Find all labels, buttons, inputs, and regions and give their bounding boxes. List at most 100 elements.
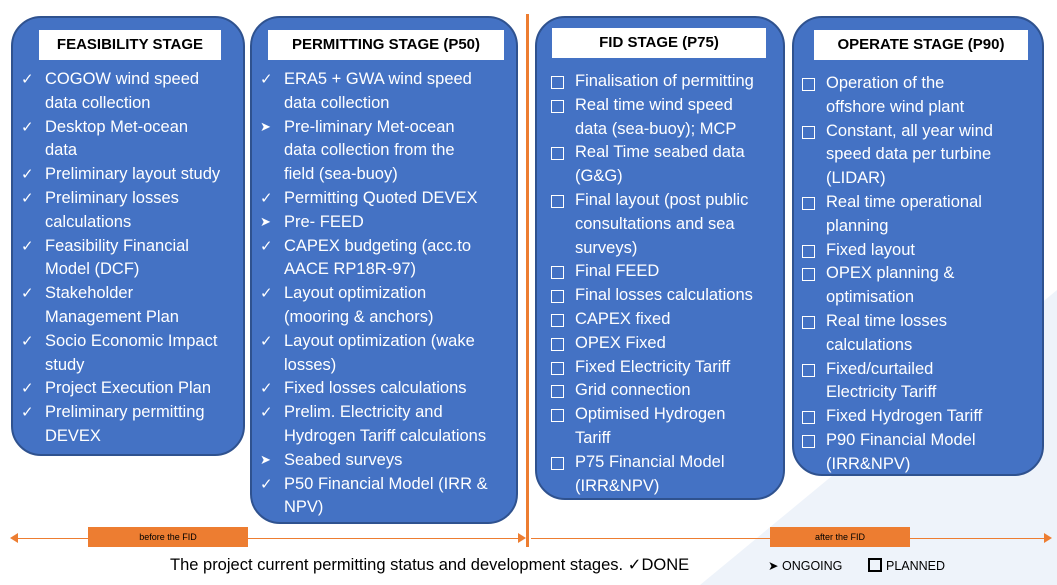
checkbox-icon [551, 147, 564, 161]
stage-item-text: speed data per turbine [826, 145, 992, 164]
stage-item: offshore wind plant [802, 96, 993, 120]
stage-item-text: Fixed Hydrogen Tariff [826, 407, 983, 426]
stage-item: ✓ P50 Financial Model (IRR & [260, 473, 488, 497]
stage-item-text: Real time losses [826, 311, 948, 330]
stage-item-text: surveys) [575, 238, 638, 257]
stage-item-text: study [45, 355, 85, 374]
stage-item-text: optimisation [826, 288, 915, 307]
stage-item-text: Grid connection [575, 381, 691, 400]
stage-item: Final layout (post public [551, 189, 754, 213]
checkbox-icon [551, 385, 564, 399]
stage-item: ✓ Prelim. Electricity and [260, 401, 488, 425]
stage-item-text: data [45, 141, 78, 160]
stage-item: Optimised Hydrogen [551, 403, 754, 427]
stage-item-text: Socio Economic Impact [45, 331, 218, 350]
stage-item-text: (IRR&NPV) [575, 476, 660, 495]
check-icon: ✓ [21, 379, 34, 398]
check-icon: ✓ [21, 70, 34, 88]
stage-item-text: Finalisation of permitting [575, 72, 754, 90]
stage-item: ✓ Fixed losses calculations [260, 377, 488, 401]
stage-item: ✓ Stakeholder [21, 282, 220, 306]
check-icon: ✓ [21, 403, 34, 422]
checkbox-icon [802, 78, 815, 91]
stage-title: FEASIBILITY STAGE [39, 30, 221, 60]
stage-item: Fixed layout [802, 239, 993, 263]
after-fid-label: after the FID [770, 527, 910, 547]
stage-item-text: Hydrogen Tariff calculations [284, 426, 487, 445]
stage-item: ✓ Preliminary permitting [21, 401, 220, 425]
stage-item-text: OPEX Fixed [575, 333, 666, 352]
stage-item: data collection [21, 92, 220, 116]
stage-item: NPV) [260, 496, 488, 520]
check-icon: ✓ [21, 236, 34, 255]
timeline-before-line [16, 538, 524, 539]
stage-item: (IRR&NPV) [551, 475, 754, 499]
stage-item: ✓ Preliminary layout study [21, 163, 220, 187]
stage-item-text: calculations [45, 212, 132, 231]
arrow-icon: ➤ [260, 452, 271, 468]
legend-done-label: DONE [641, 556, 690, 574]
stage-item-text: COGOW wind speed [45, 70, 200, 88]
stage-item-text: P50 Financial Model (IRR & [284, 474, 488, 493]
stage-item-text: calculations [826, 335, 913, 354]
stage-title: FID STAGE (P75) [552, 28, 766, 58]
stage-item: ✓ Layout optimization (wake [260, 330, 488, 354]
check-icon: ✓ [260, 403, 273, 422]
stage-item: data collection from the [260, 139, 488, 163]
stage-item-text: field (sea-buoy) [284, 165, 398, 184]
stage-item-text: NPV) [284, 498, 324, 517]
check-icon: ✓ [260, 331, 273, 350]
stage-item: AACE RP18R-97) [260, 258, 488, 282]
stage-item: losses) [260, 354, 488, 378]
checkbox-icon [802, 125, 815, 139]
stage-item: surveys) [551, 237, 754, 261]
stage-item-text: planning [826, 216, 889, 235]
checkbox-icon [551, 313, 564, 327]
stage-item: Constant, all year wind [802, 120, 993, 144]
stage-item-text: data (sea-buoy); MCP [575, 119, 737, 138]
stage-item: DEVEX [21, 425, 220, 449]
checkbox-icon [551, 409, 564, 423]
stage-item-text: Pre- FEED [284, 212, 364, 231]
stage-item: calculations [802, 334, 993, 358]
stage-item-text: Final FEED [575, 262, 660, 281]
stage-title: OPERATE STAGE (P90) [814, 30, 1028, 60]
stage-item-text: Real time wind speed [575, 95, 733, 114]
legend-planned-label: PLANNED [886, 559, 946, 573]
checkbox-icon [802, 434, 815, 448]
stage-item: data collection [260, 92, 488, 116]
stage-item: (IRR&NPV) [802, 453, 993, 477]
checkbox-icon [551, 194, 564, 208]
stage-item: ✓ Permitting Quoted DEVEX [260, 187, 488, 211]
stage-item: CAPEX fixed [551, 308, 754, 332]
stage-item-text: Seabed surveys [284, 450, 403, 469]
stage-item-text: Final losses calculations [575, 286, 753, 305]
stage-item: P75 Financial Model [551, 451, 754, 475]
stage-item-text: losses) [284, 355, 337, 374]
stage-item-text: OPEX planning & [826, 264, 955, 283]
feasibility-stage-box: FEASIBILITY STAGE ✓ COGOW wind speed data … [11, 16, 245, 456]
ongoing-arrow-icon: ➤ [768, 558, 779, 573]
check-icon: ✓ [260, 236, 273, 255]
stage-item: ✓ Preliminary losses [21, 187, 220, 211]
stage-item: ✓ Layout optimization [260, 282, 488, 306]
arrow-icon: ➤ [260, 214, 271, 230]
check-icon: ✓ [260, 379, 273, 398]
stage-item: Final losses calculations [551, 284, 754, 308]
stage-item-text: Constant, all year wind [826, 121, 993, 140]
timeline-right-arrowhead [1044, 533, 1052, 543]
stage-item-text: offshore wind plant [826, 97, 965, 116]
stage-item: consultations and sea [551, 213, 754, 237]
caption-text: The project current permitting status an… [170, 553, 689, 577]
stage-items: ✓ ERA5 + GWA wind speed data collection ➤ Pr… [260, 68, 488, 520]
stage-item-text: P75 Financial Model [575, 452, 725, 471]
stage-item: Real time operational [802, 191, 993, 215]
arrow-icon: ➤ [260, 119, 271, 135]
check-icon: ✓ [260, 474, 273, 493]
check-icon: ✓ [260, 284, 273, 303]
stage-item-text: (mooring & anchors) [284, 307, 434, 326]
stage-item-text: AACE RP18R-97) [284, 260, 417, 279]
stage-item-text: Model (DCF) [45, 260, 140, 279]
stage-item-text: Feasibility Financial [45, 236, 189, 255]
operate-stage-box: OPERATE STAGE (P90) Operation of the offs… [792, 16, 1044, 476]
